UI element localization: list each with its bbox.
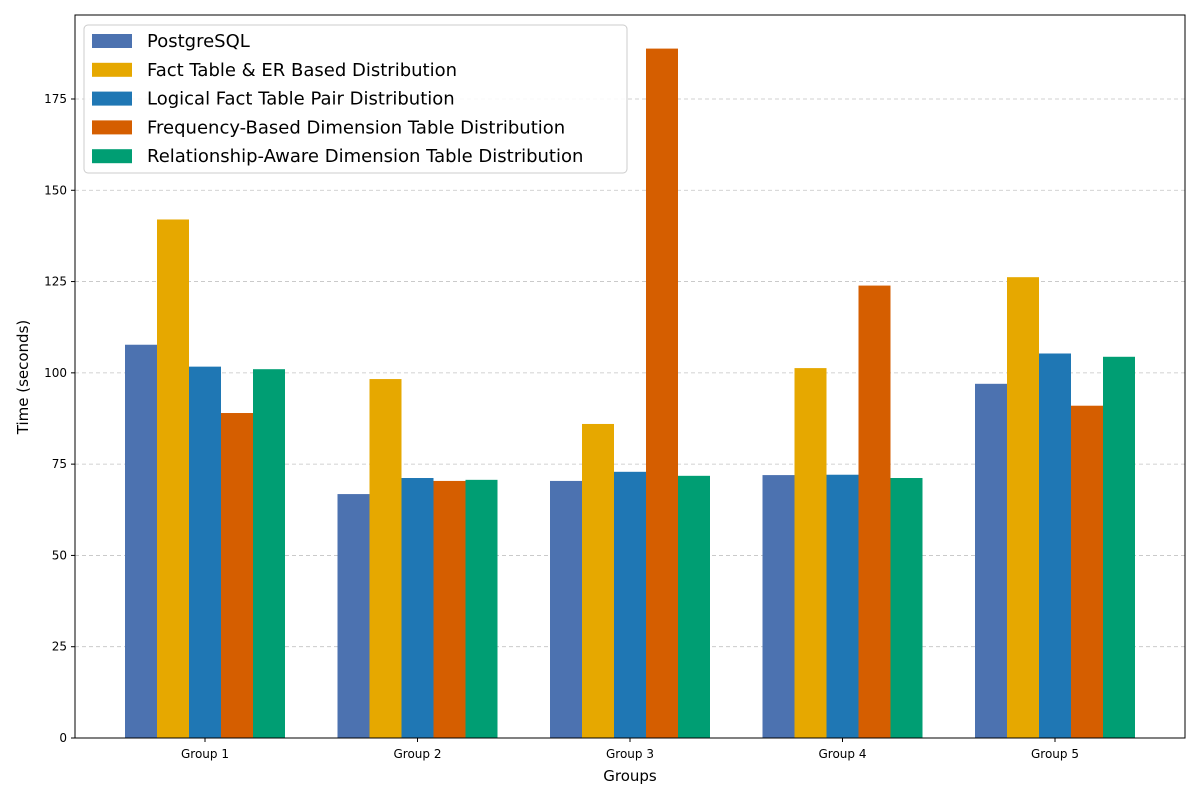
bar: [890, 478, 923, 738]
bar: [157, 219, 189, 738]
legend-swatch: [92, 91, 132, 106]
legend: PostgreSQL Fact Table & ER Based Distribu…: [83, 24, 628, 174]
bar: [337, 494, 370, 738]
bar: [465, 479, 498, 738]
y-tick-label: 50: [52, 548, 67, 562]
x-tick-label: Group 2: [394, 747, 442, 761]
y-tick-label: 100: [44, 366, 67, 380]
legend-swatch: [92, 149, 132, 164]
bar: [858, 285, 891, 738]
y-tick-label: 75: [52, 457, 67, 471]
bar: [975, 383, 1007, 738]
legend-swatch: [92, 34, 132, 48]
bars: [125, 48, 1135, 739]
bar: [614, 471, 646, 738]
legend-label: Frequency-Based Dimension Table Distribu…: [147, 117, 565, 138]
bar: [125, 344, 157, 738]
y-tick-label: 175: [44, 92, 67, 106]
legend-swatch: [92, 62, 132, 77]
legend-label: Fact Table & ER Based Distribution: [147, 60, 457, 81]
x-axis: Group 1 Group 2 Group 3 Group 4 Group 5: [181, 738, 1079, 761]
bar: [678, 475, 710, 738]
x-axis-title: Groups: [603, 767, 657, 785]
bar: [762, 475, 795, 738]
bar: [1007, 277, 1039, 738]
x-tick-label: Group 1: [181, 747, 229, 761]
y-tick-label: 150: [44, 183, 67, 197]
y-axis-title: Time (seconds): [14, 320, 32, 436]
x-tick-label: Group 4: [819, 747, 867, 761]
y-tick-label: 0: [59, 731, 67, 745]
bar: [1039, 353, 1071, 738]
y-tick-label: 125: [44, 275, 67, 289]
bar: [401, 478, 434, 738]
legend-label: PostgreSQL: [147, 31, 250, 52]
bar: [646, 48, 678, 739]
bar: [1103, 356, 1135, 738]
legend-box: [83, 24, 628, 174]
bar: [794, 368, 827, 738]
bar: [433, 480, 466, 738]
bar: [550, 480, 582, 738]
bar: [253, 369, 285, 738]
x-tick-label: Group 5: [1031, 747, 1079, 761]
bar: [369, 379, 402, 738]
legend-label: Logical Fact Table Pair Distribution: [147, 89, 455, 110]
bar: [826, 474, 859, 738]
bar: [189, 366, 221, 738]
bar: [582, 423, 614, 738]
legend-swatch: [92, 120, 132, 135]
y-axis: 0 25 50 75 100 125 150 175: [44, 92, 75, 745]
legend-label: Relationship-Aware Dimension Table Distr…: [147, 146, 583, 167]
y-tick-label: 25: [52, 640, 67, 654]
x-tick-label: Group 3: [606, 747, 654, 761]
bar: [1071, 405, 1103, 738]
bar: [221, 413, 253, 738]
